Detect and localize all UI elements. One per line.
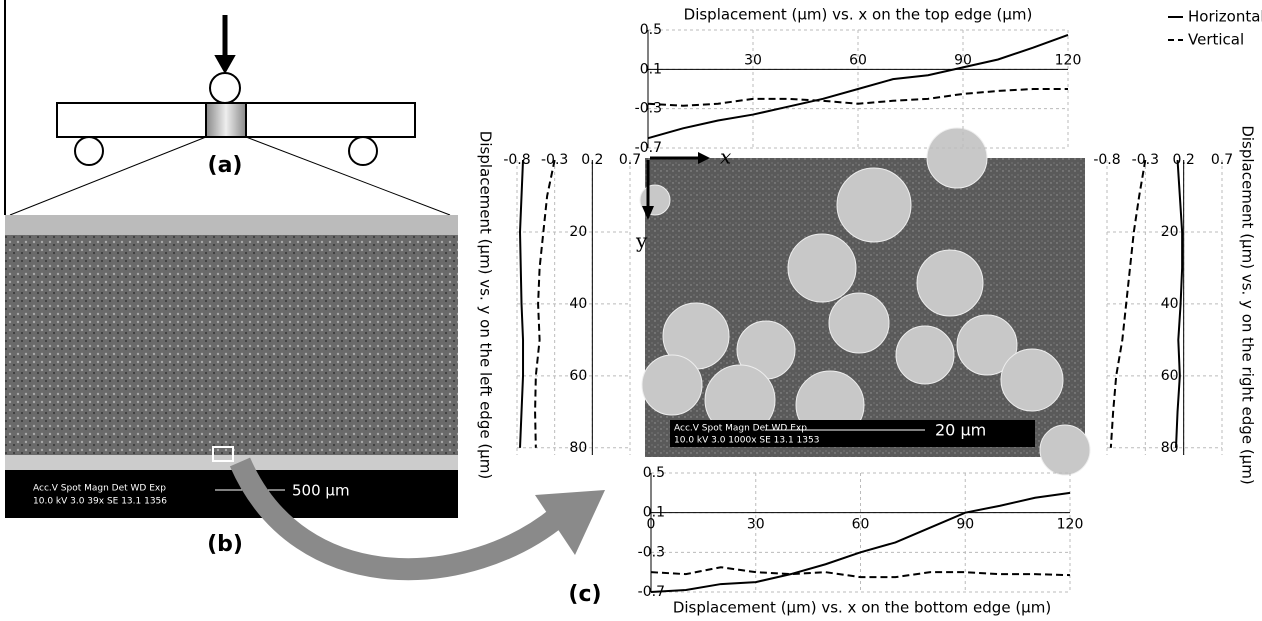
info-values: 10.0 kV 3.0 39x SE 13.1 1356 <box>33 497 167 507</box>
micrograph <box>5 215 458 518</box>
x-tick-label: 60 <box>1161 368 1179 384</box>
chart-title: Displacement (μm) vs. y on the right edg… <box>1239 125 1257 484</box>
x-tick-label: 60 <box>569 368 587 384</box>
y-tick-label: 0.7 <box>1211 152 1233 168</box>
y-tick-label: 0.5 <box>643 465 665 481</box>
x-tick-label: 20 <box>569 224 587 240</box>
x-tick-label: 60 <box>852 517 870 533</box>
chart-title: Displacement (μm) vs. x on the top edge … <box>684 6 1033 24</box>
panel-label: (b) <box>207 532 243 557</box>
x-tick-label: 20 <box>1161 224 1179 240</box>
figure: (a) Acc.V Spot Magn Det WD Exp 10.0 kV 3… <box>0 0 1262 621</box>
chart-title: Displacement (μm) vs. y on the left edge… <box>477 131 495 479</box>
x-tick-label: 120 <box>1057 517 1084 533</box>
legend-label: Horizontal <box>1188 8 1262 26</box>
x-tick-label: 60 <box>849 52 867 68</box>
schematic <box>5 0 450 215</box>
axis-label: y <box>635 229 648 253</box>
series-line <box>535 160 555 448</box>
info-header: Acc.V Spot Magn Det WD Exp <box>674 424 807 434</box>
scale-label: 20 μm <box>935 421 986 440</box>
x-tick-label: 40 <box>1161 296 1179 312</box>
series-line <box>520 160 523 448</box>
x-tick-label: 90 <box>956 517 974 533</box>
y-tick-label: 0.5 <box>640 22 662 38</box>
series-line <box>1111 160 1146 448</box>
legend-label: Vertical <box>1188 31 1244 49</box>
x-tick-label: 80 <box>569 440 587 456</box>
chart-title: Displacement (μm) vs. x on the bottom ed… <box>673 599 1051 617</box>
y-tick-label: -0.8 <box>1093 152 1120 168</box>
panel-label: (a) <box>208 153 243 178</box>
x-tick-label: 40 <box>569 296 587 312</box>
y-tick-label: -0.8 <box>503 152 530 168</box>
x-tick-label: 30 <box>744 52 762 68</box>
info-values: 10.0 kV 3.0 1000x SE 13.1 1353 <box>674 436 819 446</box>
panel-label: (c) <box>568 582 601 607</box>
x-tick-label: 30 <box>747 517 765 533</box>
info-header: Acc.V Spot Magn Det WD Exp <box>33 484 166 494</box>
scale-label: 500 μm <box>292 482 350 500</box>
y-tick-label: 0.7 <box>619 152 641 168</box>
x-tick-label: 120 <box>1055 52 1082 68</box>
